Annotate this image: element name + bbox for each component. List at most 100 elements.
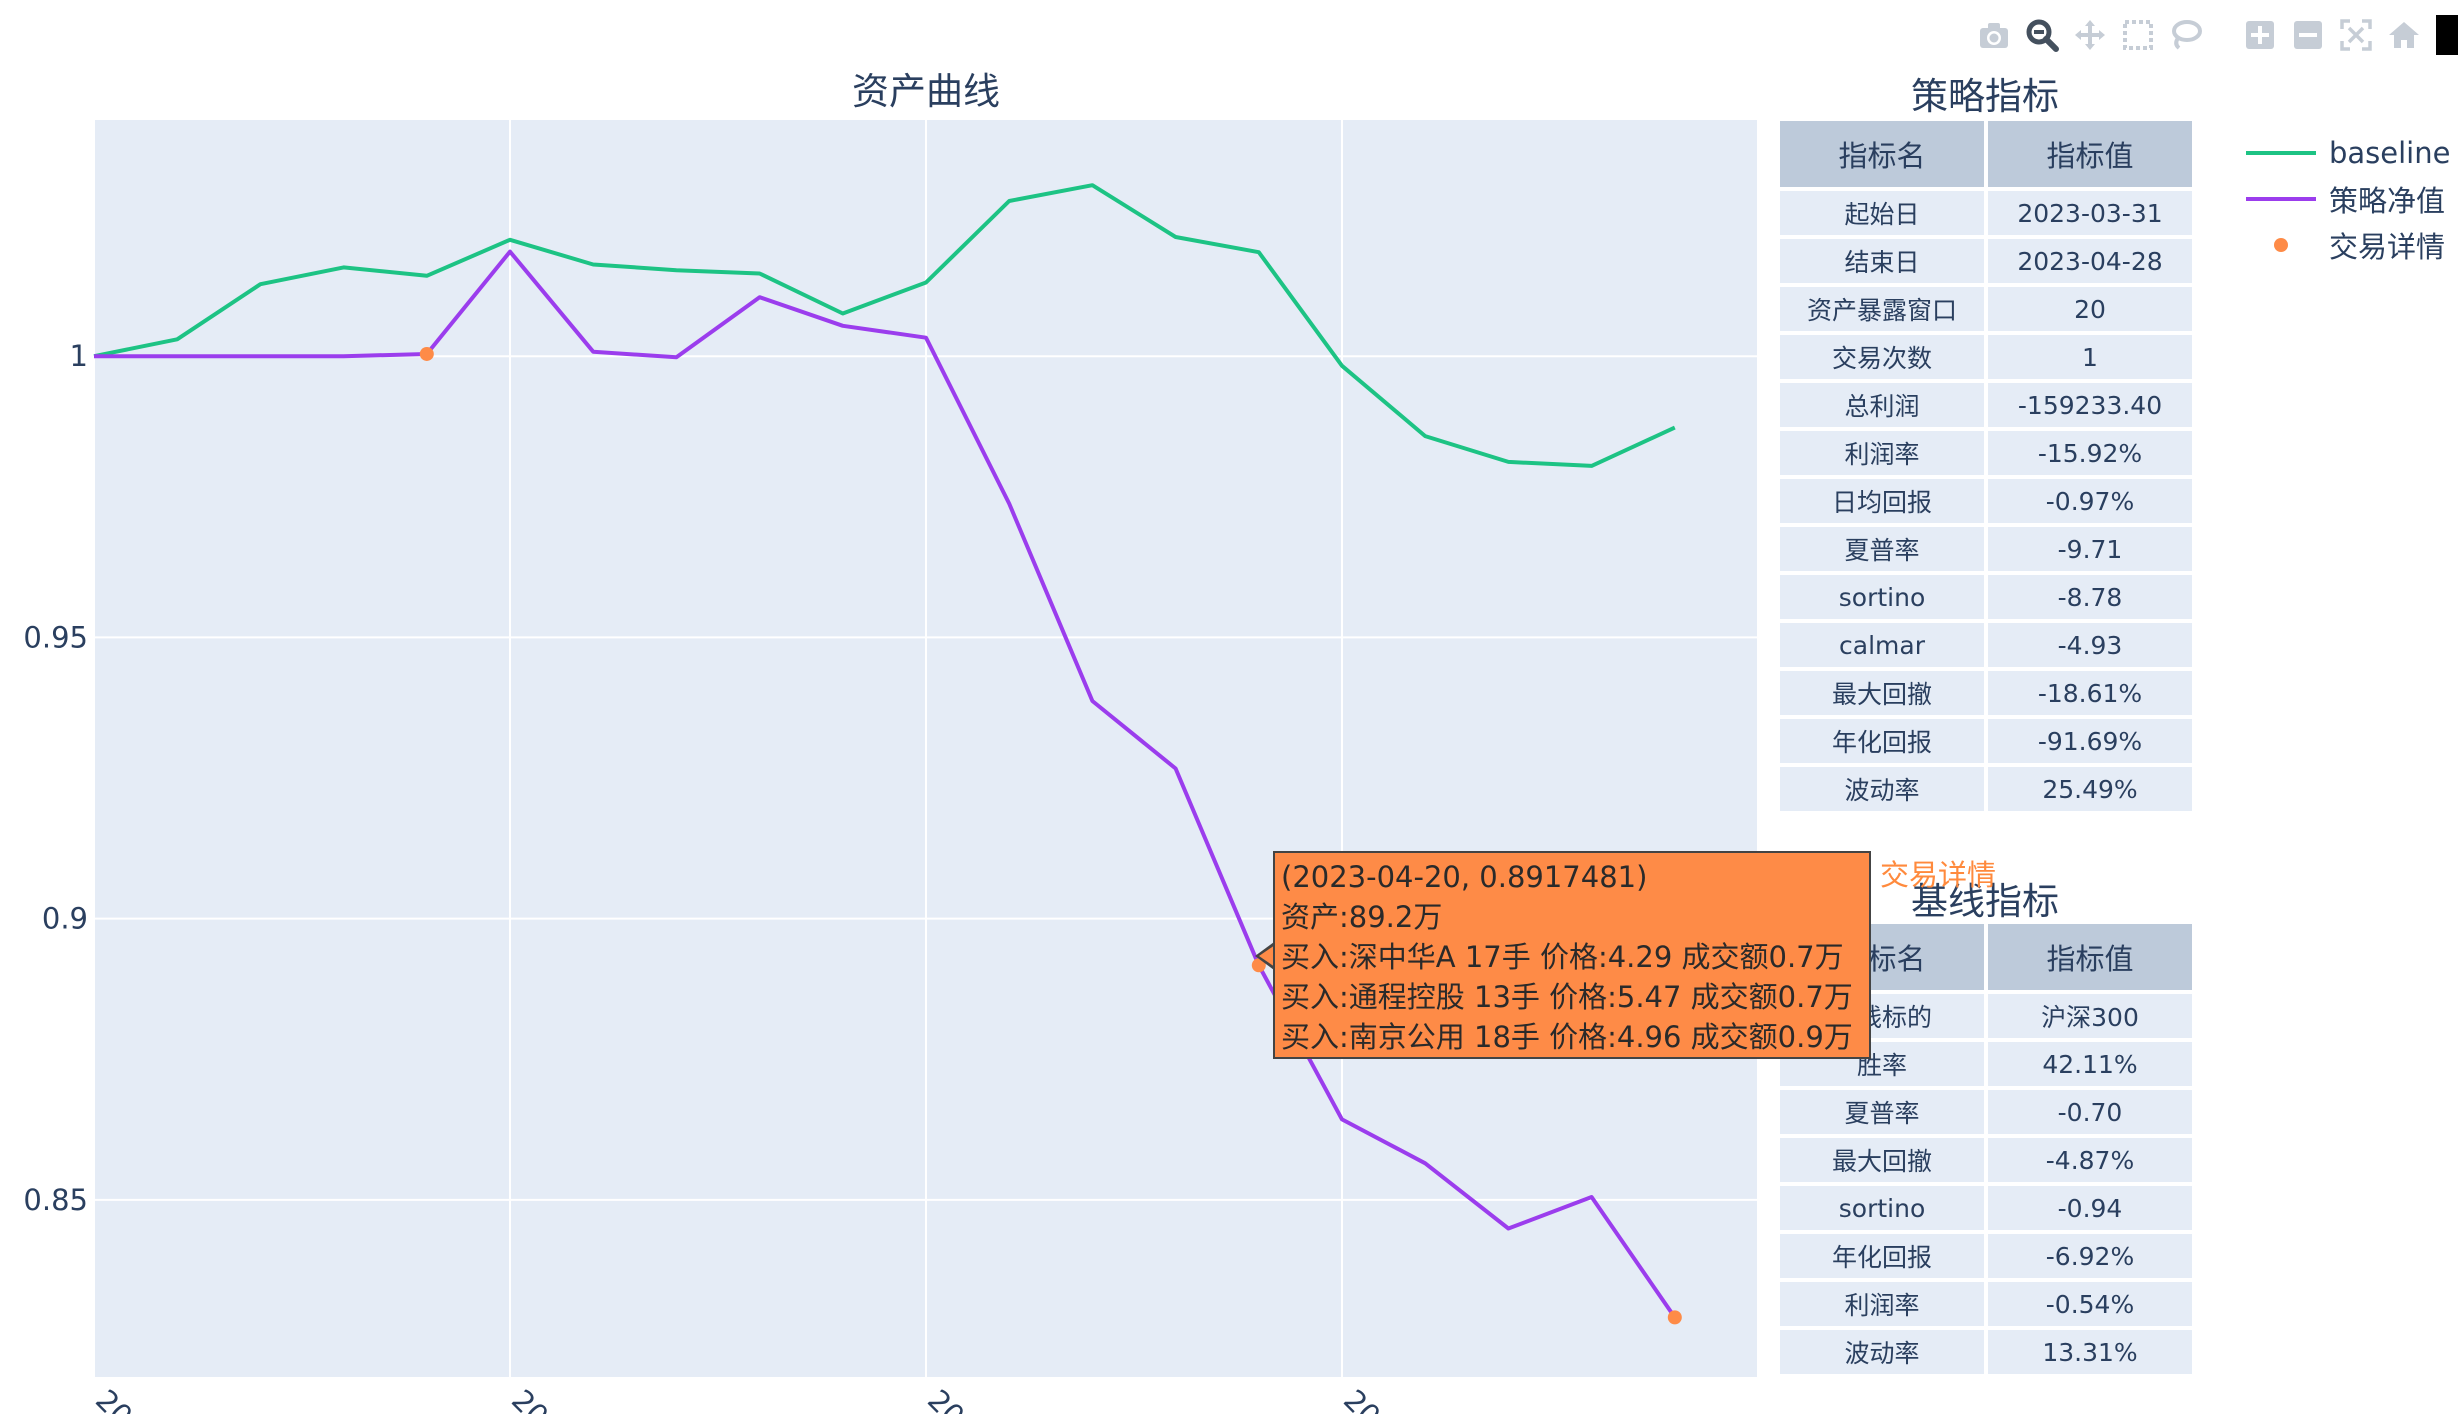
plotly-logo[interactable] xyxy=(2436,15,2458,55)
zoom-in-icon xyxy=(2246,21,2274,49)
hover-arrow-fill xyxy=(1259,945,1275,967)
zoom-out-button[interactable] xyxy=(2284,11,2332,59)
y-tick-label: 0.85 xyxy=(23,1183,88,1217)
strategy-row: 最大回撤 -18.61% xyxy=(1778,669,2194,717)
baseline-metric-name: 波动率 xyxy=(1778,1328,1986,1376)
baseline-table-title: 基线指标 xyxy=(1911,880,2059,923)
strategy-metric-value: 2023-03-31 xyxy=(1986,189,2194,237)
legend-label: 交易详情 xyxy=(2329,230,2446,264)
strategy-metric-value: 1 xyxy=(1986,333,2194,381)
strategy-row: 日均回报 -0.97% xyxy=(1778,477,2194,525)
strategy-row: 结束日 2023-04-28 xyxy=(1778,237,2194,285)
x-tick-label: 20 xyxy=(505,1383,555,1414)
zoom-icon xyxy=(2026,19,2059,52)
modebar xyxy=(1970,10,2458,60)
strategy-row: 交易次数 1 xyxy=(1778,333,2194,381)
zoom-button[interactable] xyxy=(2018,11,2066,59)
strategy-metric-value: -15.92% xyxy=(1986,429,2194,477)
strategy-row: 总利润 -159233.40 xyxy=(1778,381,2194,429)
strategy-metric-name: 年化回报 xyxy=(1778,717,1986,765)
baseline-row: sortino -0.94 xyxy=(1778,1184,2194,1232)
trade-point[interactable] xyxy=(1667,1310,1682,1325)
chart-title: 资产曲线 xyxy=(852,70,1000,113)
strategy-row: sortino -8.78 xyxy=(1778,573,2194,621)
strategy-metric-name: 总利润 xyxy=(1778,381,1986,429)
strategy-row: 波动率 25.49% xyxy=(1778,765,2194,813)
autoscale-icon xyxy=(2340,19,2372,51)
lasso-select-button[interactable] xyxy=(2162,11,2210,59)
baseline-metric-name: 夏普率 xyxy=(1778,1088,1986,1136)
strategy-metric-name: 夏普率 xyxy=(1778,525,1986,573)
legend-line-swatch xyxy=(2245,130,2317,176)
strategy-metric-name: calmar xyxy=(1778,621,1986,669)
reset-axes-button[interactable] xyxy=(2380,11,2428,59)
hover-line-3: 买入:通程控股 13手 价格:5.47 成交额0.7万 xyxy=(1281,980,1853,1014)
strategy-metrics-table: 指标名 指标值 起始日 2023-03-31 结束日 2023-04-28 资产暴露窗口… xyxy=(1778,119,2194,813)
x-tick-label: 20 xyxy=(1337,1383,1387,1414)
strategy-metric-value: -159233.40 xyxy=(1986,381,2194,429)
baseline-row: 年化回报 -6.92% xyxy=(1778,1232,2194,1280)
strategy-metric-value: -18.61% xyxy=(1986,669,2194,717)
strategy-metric-value: 20 xyxy=(1986,285,2194,333)
baseline-metric-value: 沪深300 xyxy=(1986,992,2194,1040)
hover-trace-name: 交易详情 xyxy=(1880,858,1997,892)
strategy-row: 年化回报 -91.69% xyxy=(1778,717,2194,765)
autoscale-button[interactable] xyxy=(2332,11,2380,59)
hover-line-2: 买入:深中华A 17手 价格:4.29 成交额0.7万 xyxy=(1281,940,1844,974)
baseline-metric-value: 42.11% xyxy=(1986,1040,2194,1088)
zoom-out-icon xyxy=(2294,21,2322,49)
hover-line-1: 资产:89.2万 xyxy=(1281,900,1443,934)
strategy-metric-value: -8.78 xyxy=(1986,573,2194,621)
x-tick-label: 20 xyxy=(89,1383,139,1414)
strategy-metric-value: -0.97% xyxy=(1986,477,2194,525)
baseline-metric-name: 利润率 xyxy=(1778,1280,1986,1328)
lasso-select-icon xyxy=(2172,20,2202,50)
strategy-header-value: 指标值 xyxy=(1986,119,2194,189)
baseline-metric-value: 13.31% xyxy=(1986,1328,2194,1376)
baseline-metric-value: -4.87% xyxy=(1986,1136,2194,1184)
zoom-in-button[interactable] xyxy=(2236,11,2284,59)
legend-item[interactable]: 交易详情 xyxy=(2245,222,2450,268)
strategy-metric-value: 25.49% xyxy=(1986,765,2194,813)
strategy-metric-name: 最大回撤 xyxy=(1778,669,1986,717)
baseline-metric-value: -0.70 xyxy=(1986,1088,2194,1136)
series-lines xyxy=(93,183,1677,1319)
legend-item[interactable]: baseline xyxy=(2245,130,2450,176)
strategy-metric-name: 交易次数 xyxy=(1778,333,1986,381)
baseline-row: 胜率 42.11% xyxy=(1778,1040,2194,1088)
legend-label: baseline xyxy=(2329,136,2451,170)
baseline-row: 夏普率 -0.70 xyxy=(1778,1088,2194,1136)
baseline-metric-name: 最大回撤 xyxy=(1778,1136,1986,1184)
strategy-row: 资产暴露窗口 20 xyxy=(1778,285,2194,333)
baseline-metric-value: -0.54% xyxy=(1986,1280,2194,1328)
trade-point[interactable] xyxy=(419,346,434,361)
legend-item[interactable]: 策略净值 xyxy=(2245,176,2450,222)
strategy-metric-value: -4.93 xyxy=(1986,621,2194,669)
series-line-0[interactable] xyxy=(93,183,1676,468)
pan-button[interactable] xyxy=(2066,11,2114,59)
legend-line-swatch xyxy=(2245,176,2317,222)
legend-label: 策略净值 xyxy=(2329,184,2446,218)
strategy-metric-value: 2023-04-28 xyxy=(1986,237,2194,285)
baseline-metric-name: 年化回报 xyxy=(1778,1232,1986,1280)
y-tick-label: 0.95 xyxy=(23,620,88,654)
reset-axes-icon xyxy=(2389,22,2419,48)
strategy-header-name: 指标名 xyxy=(1778,119,1986,189)
y-tick-label: 1 xyxy=(70,339,88,373)
baseline-metric-value: -0.94 xyxy=(1986,1184,2194,1232)
hover-line-4: 买入:南京公用 18手 价格:4.96 成交额0.9万 xyxy=(1281,1020,1853,1054)
series-line-1[interactable] xyxy=(94,249,1677,1319)
baseline-row: 最大回撤 -4.87% xyxy=(1778,1136,2194,1184)
camera-icon xyxy=(1980,23,2008,48)
strategy-row: 利润率 -15.92% xyxy=(1778,429,2194,477)
strategy-metric-name: sortino xyxy=(1778,573,1986,621)
baseline-row: 利润率 -0.54% xyxy=(1778,1280,2194,1328)
baseline-header-value: 指标值 xyxy=(1986,922,2194,992)
strategy-metric-value: -9.71 xyxy=(1986,525,2194,573)
strategy-table-title: 策略指标 xyxy=(1911,75,2059,118)
camera-button[interactable] xyxy=(1970,11,2018,59)
y-tick-label: 0.9 xyxy=(42,902,88,936)
chart-legend: baseline 策略净值交易详情 xyxy=(2245,130,2450,268)
box-select-button[interactable] xyxy=(2114,11,2162,59)
strategy-row: 夏普率 -9.71 xyxy=(1778,525,2194,573)
